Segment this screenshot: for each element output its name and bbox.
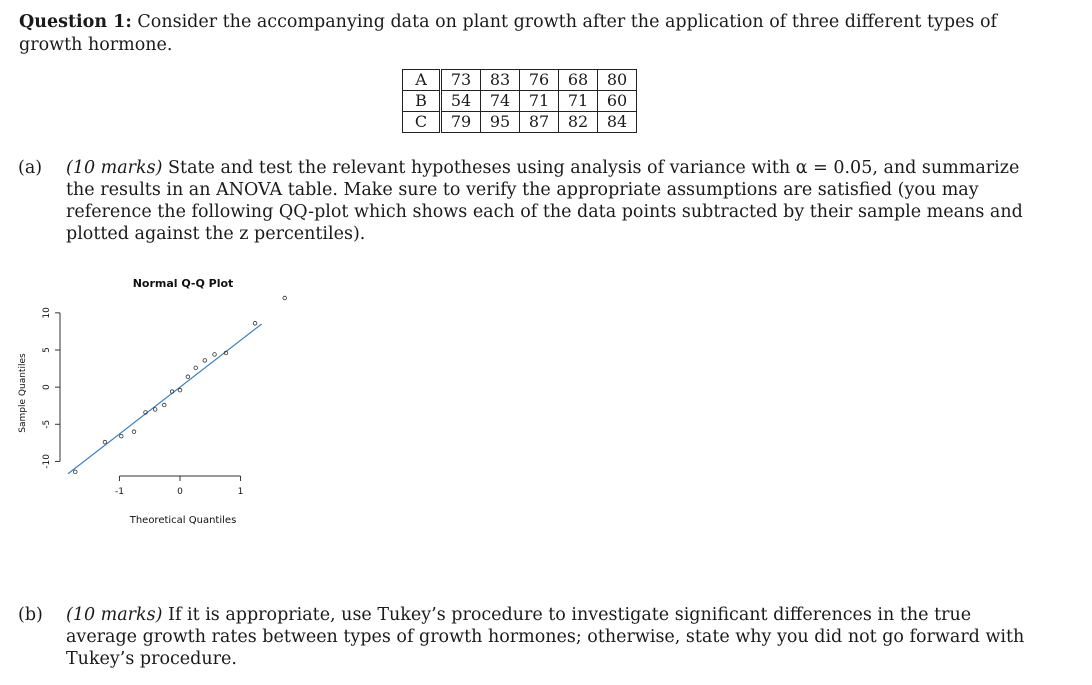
data-point: [162, 402, 167, 408]
qq-plot: Normal Q-Q Plot Theoretical Quantiles Sa…: [18, 277, 287, 526]
row-label: A: [402, 69, 442, 91]
table-cell: 87: [519, 111, 559, 133]
question-text: Consider the accompanying data on plant …: [19, 12, 997, 55]
data-point: [282, 295, 287, 301]
data-point: [212, 352, 217, 357]
part-a-text: State and test the relevant hypotheses u…: [66, 158, 1023, 244]
data-point: [102, 439, 108, 445]
y-tick-label: -5: [42, 420, 52, 429]
part-b: (b) (10 marks) If it is appropriate, use…: [18, 604, 1041, 670]
row-label: B: [402, 90, 442, 112]
table-cell: 83: [480, 69, 520, 91]
y-tick-label: 5: [42, 347, 52, 353]
qq-reference-line: [67, 323, 263, 475]
table-cell: 80: [597, 69, 637, 91]
row-label: C: [402, 111, 442, 133]
table-cell: 71: [558, 90, 598, 112]
reference-line-group: [67, 323, 263, 475]
table-cell: 71: [519, 90, 559, 112]
table-cell: 79: [440, 111, 481, 133]
data-point: [152, 407, 158, 412]
points-group: [73, 295, 287, 475]
part-a-marks: (10 marks): [66, 158, 163, 178]
table-cell: 73: [440, 69, 481, 91]
y-tick-label: 10: [42, 307, 52, 319]
data-point: [252, 321, 258, 326]
table-row: A 73 83 76 68 80: [402, 69, 637, 91]
y-axis: -10 -5 0 5 10: [42, 307, 61, 469]
x-tick-label: 1: [238, 487, 244, 497]
table-row: C 79 95 87 82 84: [402, 111, 637, 133]
data-point: [177, 387, 183, 393]
data-point: [202, 358, 208, 363]
table-row: B 54 74 71 71 60: [402, 90, 637, 112]
table-cell: 54: [440, 90, 481, 112]
data-point: [143, 410, 148, 415]
question-label: Question 1:: [19, 12, 132, 32]
data-point: [223, 350, 229, 356]
table-cell: 84: [597, 111, 637, 133]
data-point: [119, 433, 124, 439]
x-tick-label: 0: [177, 487, 183, 497]
data-point: [185, 374, 191, 379]
part-b-marks: (10 marks): [66, 605, 163, 625]
part-b-marker: (b): [18, 605, 43, 625]
plot-title: Normal Q-Q Plot: [133, 277, 234, 290]
table-cell: 68: [558, 69, 598, 91]
data-point: [169, 389, 175, 394]
part-a: (a) (10 marks) State and test the releva…: [18, 157, 1041, 245]
x-axis: -1 0 1: [115, 475, 244, 497]
y-axis-label: Sample Quantiles: [18, 353, 28, 433]
data-point: [193, 365, 198, 371]
table-cell: 76: [519, 69, 559, 91]
table-cell: 82: [558, 111, 598, 133]
question-heading: Question 1: Consider the accompanying da…: [19, 11, 1049, 57]
table-cell: 74: [480, 90, 520, 112]
table-cell: 60: [597, 90, 637, 112]
x-tick-label: -1: [115, 487, 124, 497]
y-tick-label: 0: [42, 384, 52, 390]
part-b-text: If it is appropriate, use Tukey’s proced…: [66, 605, 1025, 669]
y-tick-label: -10: [42, 454, 52, 469]
growth-data-table: A 73 83 76 68 80 B 54 74 71 71 60 C 79 95 87 82 84: [402, 69, 637, 133]
data-point: [131, 429, 137, 434]
x-axis-label: Theoretical Quantiles: [129, 515, 237, 526]
data-point: [73, 469, 78, 475]
part-a-marker: (a): [18, 158, 43, 178]
table-cell: 95: [480, 111, 520, 133]
